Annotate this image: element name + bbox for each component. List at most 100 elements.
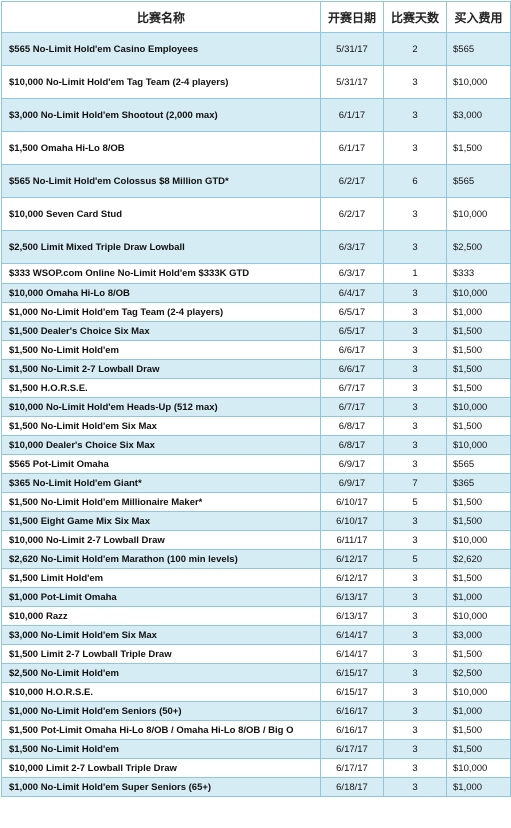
cell-days: 3	[383, 359, 447, 379]
cell-days: 3	[383, 758, 447, 778]
table-row: $10,000 Dealer's Choice Six Max 6/8/17 3 $1…	[1, 435, 511, 455]
cell-days: 3	[383, 701, 447, 721]
table-row: $10,000 Razz 6/13/17 3 $10,000	[1, 606, 511, 626]
table-row: $3,000 No-Limit Hold'em Six Max 6/14/17 3 $…	[1, 625, 511, 645]
cell-days: 3	[383, 416, 447, 436]
header-date: 开赛日期	[320, 1, 384, 33]
table-row: $1,500 Eight Game Mix Six Max 6/10/17 3 $1,…	[1, 511, 511, 531]
cell-days: 3	[383, 625, 447, 645]
cell-buy-in: $565	[446, 454, 511, 474]
cell-event-name: $10,000 No-Limit Hold'em Heads-Up (512 m…	[1, 397, 321, 417]
table-row: $1,500 Pot-Limit Omaha Hi-Lo 8/OB / Omah…	[1, 720, 511, 740]
cell-start-date: 6/7/17	[320, 397, 384, 417]
cell-event-name: $333 WSOP.com Online No-Limit Hold'em $3…	[1, 263, 321, 284]
table-row: $565 No-Limit Hold'em Colossus $8 Millio…	[1, 164, 511, 198]
cell-event-name: $565 Pot-Limit Omaha	[1, 454, 321, 474]
cell-buy-in: $565	[446, 164, 511, 198]
cell-buy-in: $1,000	[446, 302, 511, 322]
cell-buy-in: $10,000	[446, 65, 511, 99]
cell-event-name: $1,500 H.O.R.S.E.	[1, 378, 321, 398]
cell-buy-in: $2,500	[446, 230, 511, 264]
cell-buy-in: $1,500	[446, 359, 511, 379]
cell-days: 3	[383, 454, 447, 474]
cell-start-date: 6/5/17	[320, 321, 384, 341]
cell-event-name: $365 No-Limit Hold'em Giant*	[1, 473, 321, 493]
cell-buy-in: $1,500	[446, 511, 511, 531]
cell-days: 5	[383, 492, 447, 512]
table-row: $10,000 Omaha Hi-Lo 8/OB 6/4/17 3 $10,000	[1, 283, 511, 303]
cell-days: 3	[383, 511, 447, 531]
cell-buy-in: $10,000	[446, 435, 511, 455]
table-row: $3,000 No-Limit Hold'em Shootout (2,000 …	[1, 98, 511, 132]
table-row: $1,500 No-Limit Hold'em Six Max 6/8/17 3 $1…	[1, 416, 511, 436]
cell-days: 7	[383, 473, 447, 493]
cell-buy-in: $1,500	[446, 321, 511, 341]
cell-buy-in: $10,000	[446, 682, 511, 702]
cell-start-date: 6/17/17	[320, 739, 384, 759]
cell-days: 3	[383, 230, 447, 264]
cell-start-date: 6/15/17	[320, 682, 384, 702]
cell-days: 3	[383, 720, 447, 740]
cell-event-name: $1,500 Eight Game Mix Six Max	[1, 511, 321, 531]
cell-start-date: 6/12/17	[320, 568, 384, 588]
cell-start-date: 6/13/17	[320, 606, 384, 626]
cell-event-name: $10,000 No-Limit Hold'em Tag Team (2-4 p…	[1, 65, 321, 99]
cell-event-name: $565 No-Limit Hold'em Colossus $8 Millio…	[1, 164, 321, 198]
cell-start-date: 6/15/17	[320, 663, 384, 683]
cell-start-date: 6/10/17	[320, 511, 384, 531]
cell-buy-in: $2,500	[446, 663, 511, 683]
cell-start-date: 6/17/17	[320, 758, 384, 778]
table-row: $365 No-Limit Hold'em Giant* 6/9/17 7 $365	[1, 473, 511, 493]
cell-event-name: $1,500 Dealer's Choice Six Max	[1, 321, 321, 341]
table-row: $2,620 No-Limit Hold'em Marathon (100 mi…	[1, 549, 511, 569]
cell-days: 3	[383, 321, 447, 341]
cell-buy-in: $1,000	[446, 701, 511, 721]
cell-days: 3	[383, 530, 447, 550]
cell-days: 3	[383, 131, 447, 165]
cell-buy-in: $3,000	[446, 98, 511, 132]
table-row: $1,500 H.O.R.S.E. 6/7/17 3 $1,500	[1, 378, 511, 398]
cell-buy-in: $1,000	[446, 587, 511, 607]
cell-event-name: $1,500 Limit Hold'em	[1, 568, 321, 588]
header-name: 比赛名称	[1, 1, 321, 33]
cell-start-date: 6/9/17	[320, 454, 384, 474]
cell-start-date: 6/14/17	[320, 625, 384, 645]
table-row: $2,500 No-Limit Hold'em 6/15/17 3 $2,500	[1, 663, 511, 683]
cell-start-date: 6/3/17	[320, 230, 384, 264]
cell-start-date: 6/3/17	[320, 263, 384, 284]
cell-buy-in: $1,500	[446, 644, 511, 664]
cell-event-name: $1,500 No-Limit Hold'em Six Max	[1, 416, 321, 436]
cell-start-date: 6/1/17	[320, 98, 384, 132]
cell-event-name: $2,500 Limit Mixed Triple Draw Lowball	[1, 230, 321, 264]
table-row: $1,500 No-Limit 2-7 Lowball Draw 6/6/17 3 $…	[1, 359, 511, 379]
cell-event-name: $1,500 Omaha Hi-Lo 8/OB	[1, 131, 321, 165]
cell-buy-in: $10,000	[446, 283, 511, 303]
cell-days: 1	[383, 263, 447, 284]
table-row: $10,000 Limit 2-7 Lowball Triple Draw 6/1…	[1, 758, 511, 778]
cell-start-date: 6/12/17	[320, 549, 384, 569]
cell-buy-in: $1,500	[446, 568, 511, 588]
table-row: $565 Pot-Limit Omaha 6/9/17 3 $565	[1, 454, 511, 474]
cell-buy-in: $3,000	[446, 625, 511, 645]
table-row: $2,500 Limit Mixed Triple Draw Lowball 6/…	[1, 230, 511, 264]
cell-days: 3	[383, 644, 447, 664]
cell-start-date: 6/18/17	[320, 777, 384, 797]
cell-days: 3	[383, 777, 447, 797]
cell-buy-in: $1,500	[446, 720, 511, 740]
cell-days: 3	[383, 587, 447, 607]
cell-event-name: $3,000 No-Limit Hold'em Six Max	[1, 625, 321, 645]
cell-start-date: 6/6/17	[320, 340, 384, 360]
cell-days: 3	[383, 663, 447, 683]
cell-buy-in: $333	[446, 263, 511, 284]
cell-event-name: $10,000 Dealer's Choice Six Max	[1, 435, 321, 455]
cell-event-name: $1,500 No-Limit Hold'em	[1, 340, 321, 360]
table-row: $1,000 No-Limit Hold'em Seniors (50+) 6/1…	[1, 701, 511, 721]
table-row: $565 No-Limit Hold'em Casino Employees 5/…	[1, 32, 511, 66]
cell-start-date: 6/16/17	[320, 720, 384, 740]
cell-event-name: $2,620 No-Limit Hold'em Marathon (100 mi…	[1, 549, 321, 569]
cell-event-name: $1,500 No-Limit Hold'em	[1, 739, 321, 759]
cell-buy-in: $1,500	[446, 492, 511, 512]
cell-event-name: $10,000 Omaha Hi-Lo 8/OB	[1, 283, 321, 303]
cell-days: 2	[383, 32, 447, 66]
cell-event-name: $1,500 Limit 2-7 Lowball Triple Draw	[1, 644, 321, 664]
